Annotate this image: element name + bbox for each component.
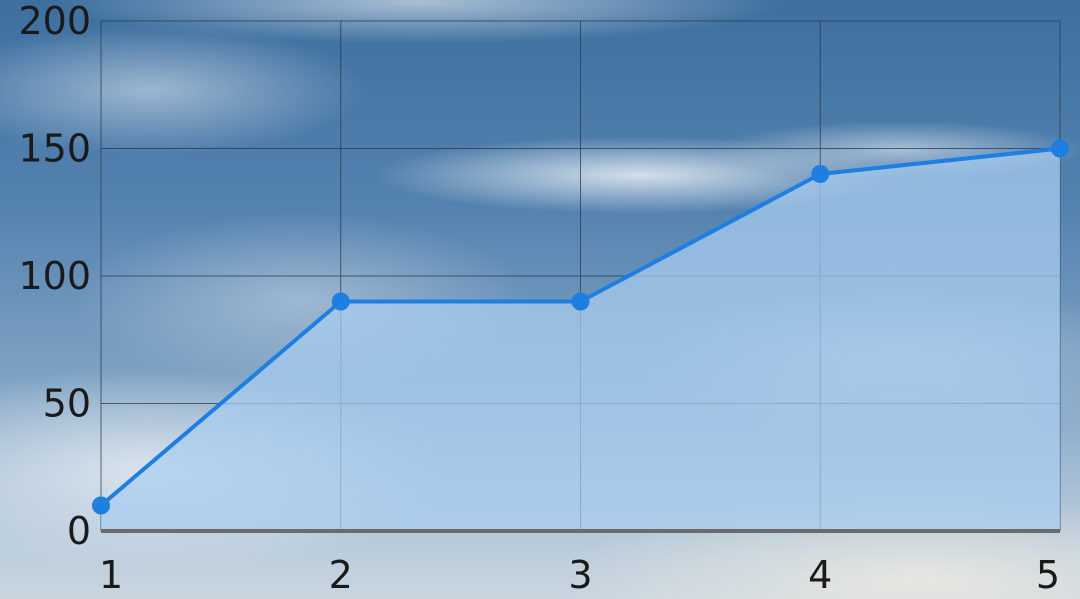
area-fill [101,148,1060,531]
data-point [571,292,590,311]
y-tick-label: 0 [67,509,91,553]
data-points [92,139,1069,515]
x-tick-label: 1 [99,553,123,597]
area-fill-layer [101,148,1060,531]
data-point [811,165,830,183]
x-tick-label: 3 [568,553,592,597]
y-tick-label: 50 [43,382,91,426]
x-tick-label: 5 [1036,553,1060,597]
x-tick-label: 2 [329,553,353,597]
y-tick-label: 100 [18,254,91,298]
y-tick-label: 200 [18,0,91,43]
data-point [331,292,350,311]
y-tick-label: 150 [18,127,91,171]
data-point [1051,139,1069,158]
x-tick-label: 4 [808,553,832,597]
y-axis-tick-labels: 0 50 100 150 200 [18,0,91,553]
x-axis-tick-labels: 1 2 3 4 5 [99,553,1060,597]
data-point [92,496,110,515]
